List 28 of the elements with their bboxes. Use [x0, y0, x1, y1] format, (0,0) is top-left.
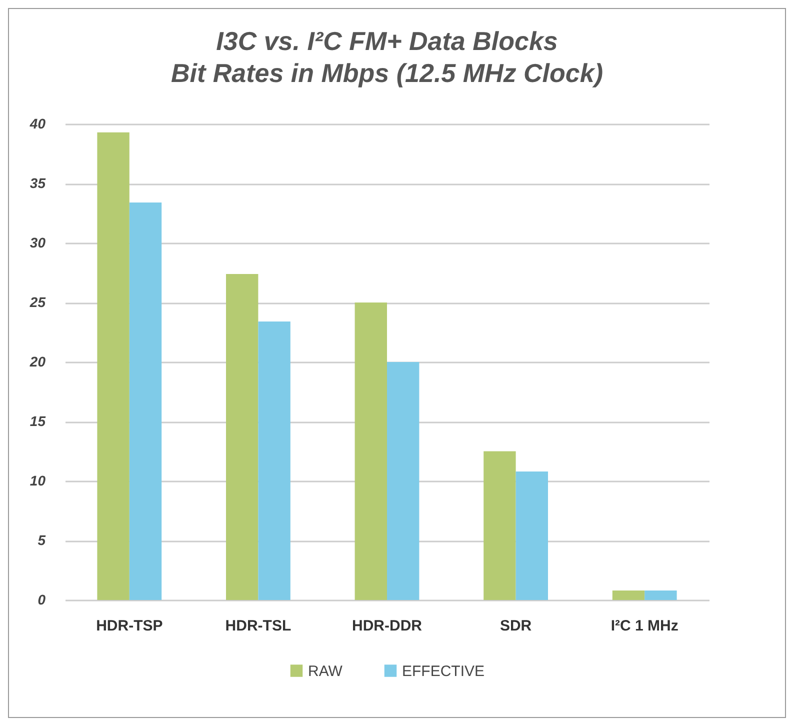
bar	[354, 302, 387, 600]
y-tick-label: 10	[30, 472, 46, 488]
x-tick-label: SDR	[500, 618, 532, 634]
x-tick-label: I²C 1 MHz	[610, 618, 678, 634]
chart-subtitle: Bit Rates in Mbps (12.5 MHz Clock)	[171, 58, 603, 88]
bar	[516, 471, 548, 600]
bar	[387, 362, 420, 600]
y-tick-label: 35	[30, 175, 46, 191]
y-tick-label: 0	[38, 592, 46, 608]
x-tick-label: HDR-DDR	[352, 618, 422, 634]
chart-title: I3C vs. I²C FM+ Data Blocks	[216, 26, 558, 56]
y-tick-label: 15	[30, 413, 46, 429]
y-tick-label: 20	[28, 354, 46, 370]
bar	[612, 590, 645, 600]
bar	[226, 274, 258, 600]
bar	[644, 590, 677, 600]
bar	[129, 202, 162, 600]
y-tick-label: 40	[28, 116, 46, 132]
y-tick-label: 30	[30, 234, 46, 250]
y-tick-label: 5	[38, 532, 46, 548]
bar	[97, 132, 130, 600]
bar	[484, 451, 516, 600]
x-tick-label: HDR-TSL	[225, 618, 292, 634]
legend-label: RAW	[308, 662, 344, 680]
legend-label: EFFECTIVE	[402, 662, 485, 680]
bar	[258, 322, 290, 600]
x-tick-label: HDR-TSP	[96, 618, 163, 634]
y-tick-label: 25	[28, 294, 46, 310]
